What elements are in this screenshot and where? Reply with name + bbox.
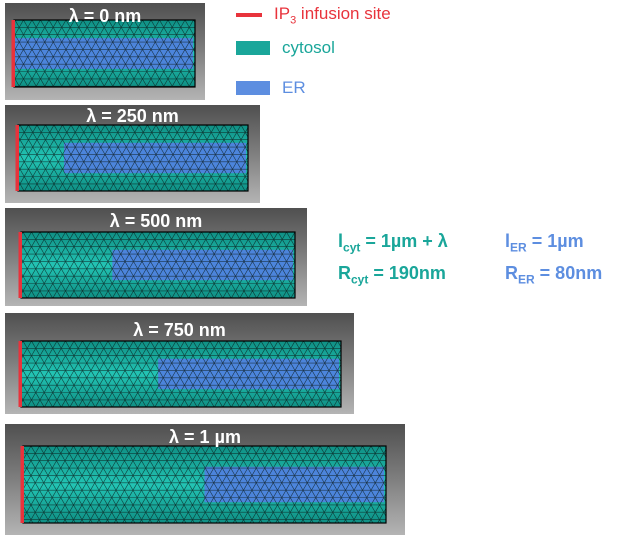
mesh-panel-4: λ = 1 µm (5, 424, 405, 535)
er-swatch (236, 81, 270, 95)
mesh-panel-1: λ = 250 nm (5, 105, 260, 203)
infusion-site-4 (21, 446, 25, 523)
legend-cytosol: cytosol (236, 35, 335, 61)
mesh-panel-0: λ = 0 nm (5, 3, 205, 100)
equation-r-er: RER = 80nm (505, 263, 602, 287)
lambda-label-1: λ = 250 nm (5, 105, 260, 127)
lambda-label-4: λ = 1 µm (5, 426, 405, 448)
infusion-site-0 (12, 20, 16, 87)
mesh-panel-2: λ = 500 nm (5, 208, 307, 306)
infusion-site-label: IP3 infusion site (274, 4, 391, 26)
legend-er: ER (236, 75, 306, 101)
legend-infusion: IP3 infusion site (236, 2, 391, 28)
lambda-label-2: λ = 500 nm (5, 210, 307, 232)
infusion-site-3 (19, 341, 23, 407)
infusion-site-1 (16, 125, 20, 191)
cytosol-swatch (236, 41, 270, 55)
er-label: ER (282, 78, 306, 98)
equation-l-er: lER = 1µm (505, 231, 584, 255)
equation-l-cyt: lcyt = 1µm + λ (338, 231, 448, 255)
equation-r-cyt: Rcyt = 190nm (338, 263, 446, 287)
mesh-panel-3: λ = 750 nm (5, 313, 354, 414)
lambda-label-0: λ = 0 nm (5, 5, 205, 27)
infusion-site-swatch (236, 13, 262, 17)
lambda-label-3: λ = 750 nm (5, 319, 354, 341)
infusion-site-2 (19, 232, 23, 298)
cytosol-label: cytosol (282, 38, 335, 58)
